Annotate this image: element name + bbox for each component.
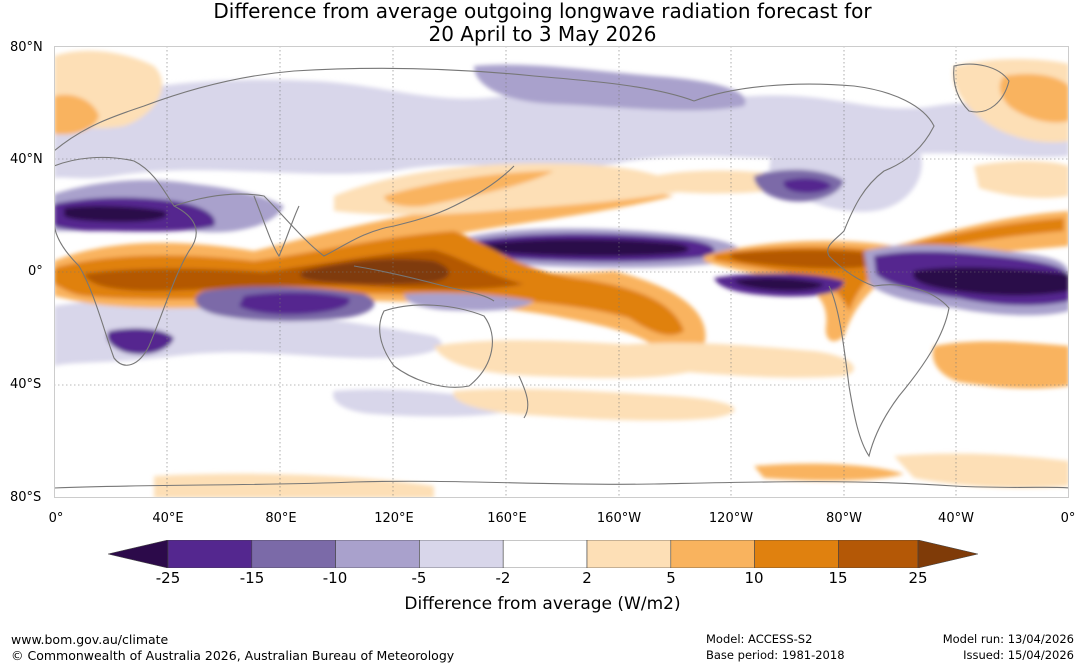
colorbar-bin-9	[838, 540, 919, 568]
graticule	[54, 46, 1069, 498]
model-name: Model: ACCESS-S2	[706, 632, 813, 646]
lat-label-equator: 0°	[28, 264, 43, 279]
colorbar-bin-3	[335, 540, 420, 568]
lon-label-120e: 120°E	[374, 511, 414, 526]
lat-label-80s: 80°S	[10, 490, 42, 505]
colorbar-bin-4	[419, 540, 504, 568]
lon-label-40w: 40°W	[938, 511, 974, 526]
map-canvas	[54, 46, 1069, 498]
colorbar-tick: 2	[582, 569, 592, 587]
map-title: Difference from average outgoing longwav…	[0, 0, 1085, 46]
colorbar-tick: -2	[495, 569, 511, 587]
issued-date: Issued: 15/04/2026	[963, 648, 1074, 662]
lat-label-40s: 40°S	[10, 377, 42, 392]
lat-label-40n: 40°N	[10, 152, 43, 167]
colorbar-tick: -5	[411, 569, 427, 587]
olr-anomaly-map	[54, 46, 1069, 498]
lon-label-120w: 120°W	[708, 511, 754, 526]
lon-label-0-left: 0°	[48, 511, 64, 526]
colorbar-bin-7	[670, 540, 755, 568]
colorbar-low-arrow	[108, 540, 169, 568]
website-link[interactable]: www.bom.gov.au/climate	[11, 632, 169, 647]
base-period: Base period: 1981-2018	[706, 648, 845, 662]
lon-label-40e: 40°E	[152, 511, 184, 526]
lon-label-80e: 80°E	[265, 511, 297, 526]
colorbar	[108, 540, 978, 568]
colorbar-tick: 10	[744, 569, 764, 587]
colorbar-tick: 5	[666, 569, 676, 587]
title-line-2: 20 April to 3 May 2026	[428, 22, 657, 46]
colorbar-tick: 25	[908, 569, 928, 587]
colorbar-title: Difference from average (W/m2)	[404, 594, 681, 614]
colorbar-high-arrow	[917, 540, 978, 568]
colorbar-bin-8	[754, 540, 839, 568]
lon-label-160w: 160°W	[596, 511, 642, 526]
coastlines	[54, 63, 1069, 489]
copyright-text: © Commonwealth of Australia 2026, Austra…	[11, 648, 455, 663]
colorbar-tick: 15	[828, 569, 848, 587]
colorbar-tick: -25	[155, 569, 181, 587]
colorbar-tick: -10	[322, 569, 348, 587]
lat-label-80n: 80°N	[10, 40, 43, 55]
colorbar-tick: -15	[239, 569, 265, 587]
model-run-date: Model run: 13/04/2026	[942, 632, 1074, 646]
colorbar-bin-1	[167, 540, 253, 568]
colorbar-bin-6	[586, 540, 672, 568]
colorbar-bin-2	[251, 540, 336, 568]
lon-label-0-right: 0°	[1060, 511, 1076, 526]
colorbar-bin-5	[502, 540, 588, 568]
lon-label-160e: 160°E	[487, 511, 527, 526]
title-line-1: Difference from average outgoing longwav…	[213, 0, 872, 23]
lon-label-80w: 80°W	[826, 511, 862, 526]
